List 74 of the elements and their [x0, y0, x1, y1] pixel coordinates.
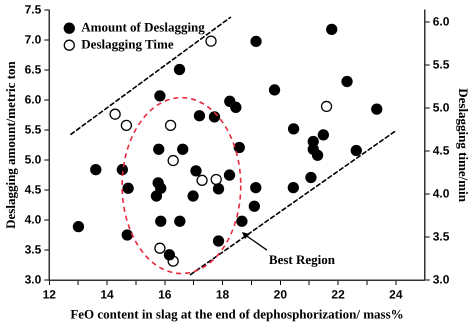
legend-label: Deslagging Time [81, 36, 174, 52]
y-tick-label: 5.0 [24, 152, 42, 166]
point [212, 183, 224, 195]
point [371, 103, 382, 115]
x-tick-label: 22 [331, 288, 346, 302]
point [122, 229, 133, 241]
point [190, 165, 202, 177]
point [174, 216, 186, 227]
y-tick-label: 3.5 [24, 242, 42, 256]
point [326, 24, 338, 36]
y2-tick-label: 5.0 [432, 100, 450, 114]
point [212, 235, 224, 247]
y2-tick-label: 6.0 [432, 14, 450, 29]
point [122, 182, 134, 194]
y-tick-label: 4.0 [24, 212, 42, 226]
point [210, 174, 222, 186]
point [187, 190, 199, 202]
x-axis-title: FeO content in slag at the end of dephosphorization/ mass% [70, 306, 404, 322]
point [230, 102, 242, 113]
point [305, 172, 317, 184]
x-tick-label: 14 [100, 288, 114, 302]
point [236, 216, 248, 227]
point [250, 182, 262, 194]
point [234, 142, 245, 154]
y2-tick-label: 3.0 [432, 272, 450, 286]
point [72, 220, 84, 232]
point [318, 129, 329, 141]
x-tick-label: 20 [274, 288, 288, 302]
point [268, 84, 280, 96]
point [196, 174, 208, 186]
y-tick-label: 4.5 [24, 182, 42, 196]
legend-label: Amount of Deslagging [81, 20, 206, 35]
point [177, 144, 188, 155]
y2-axis-title: Deslagging time/min [456, 88, 471, 203]
point [154, 90, 166, 102]
point [350, 144, 362, 156]
point [341, 76, 353, 88]
point [109, 108, 121, 120]
point [164, 249, 176, 260]
point [150, 190, 162, 202]
y-tick-label: 6.5 [24, 62, 42, 76]
x-tick-label: 16 [158, 288, 172, 302]
y2-tick-label: 3.5 [432, 229, 450, 244]
point [168, 154, 179, 166]
y2-tick-label: 4.5 [432, 143, 450, 158]
x-tick-label: 18 [216, 288, 230, 302]
point [194, 110, 206, 122]
point [90, 164, 102, 176]
point [224, 169, 236, 181]
y-axis-title: Deslagging amount/metric ton [3, 60, 18, 229]
point [320, 100, 332, 112]
y-tick-label: 6.0 [24, 92, 42, 106]
y-tick-label: 7.5 [24, 2, 42, 17]
point [288, 123, 300, 135]
y-tick-label: 5.5 [24, 122, 42, 136]
x-tick-label: 12 [42, 288, 56, 302]
x-tick-label: 24 [389, 288, 403, 302]
point [120, 120, 132, 131]
point [205, 35, 217, 47]
point [155, 182, 166, 194]
annotation: Best Region [268, 252, 336, 267]
point [154, 242, 166, 254]
y-tick-label: 3.0 [24, 272, 42, 286]
point [174, 64, 186, 76]
point [312, 150, 324, 161]
y-tick-label: 7.0 [24, 32, 42, 46]
point [153, 144, 164, 155]
point [155, 216, 166, 227]
point [164, 120, 176, 131]
point [248, 200, 260, 212]
y2-tick-label: 4.0 [432, 186, 450, 200]
point [288, 182, 299, 194]
y2-tick-label: 5.5 [432, 58, 450, 72]
point [250, 36, 262, 48]
